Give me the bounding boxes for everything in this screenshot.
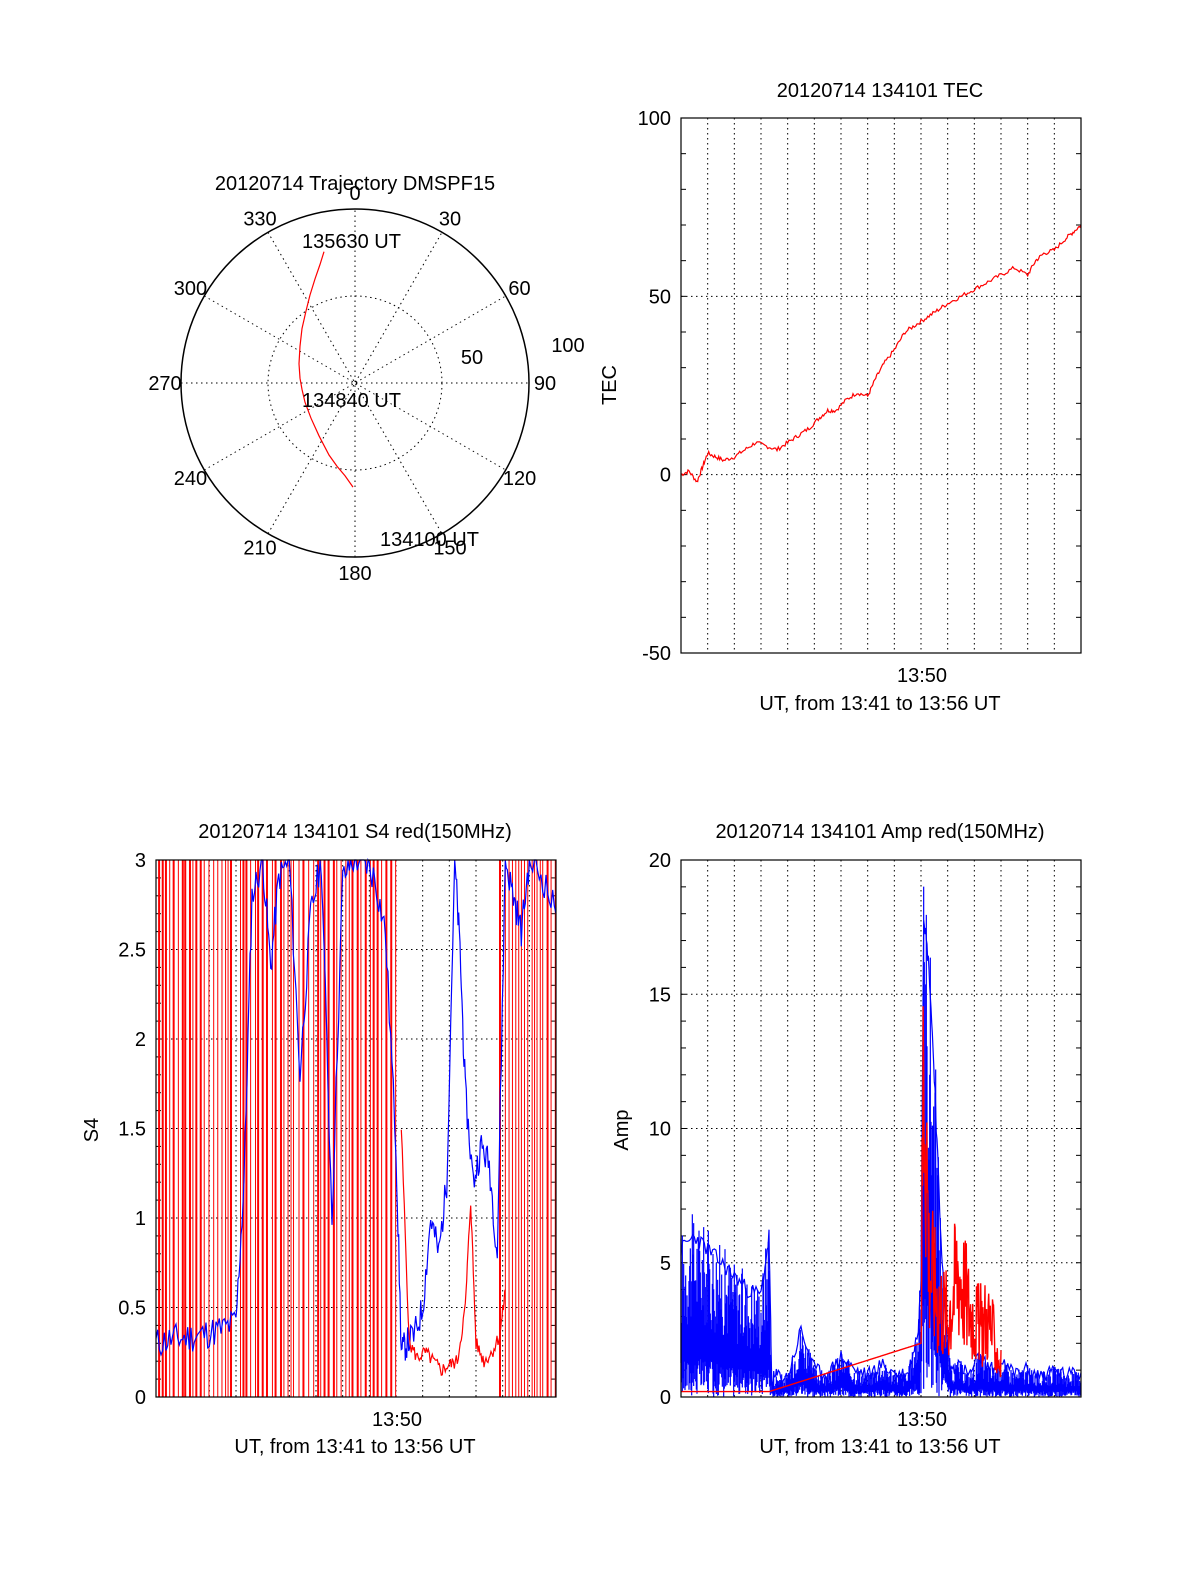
amp-axes-box	[680, 859, 1082, 1398]
polar-spoke-30	[267, 232, 443, 534]
amp-blue-series	[680, 920, 1082, 1389]
s4-axes-box	[155, 859, 557, 1398]
polar-annotation-134100: 134100 UT	[380, 529, 479, 551]
amp-y-tick-labels: 0 5 10 15 20	[649, 850, 671, 1409]
tec-x-axis-label: UT, from 13:41 to 13:56 UT	[759, 693, 1000, 715]
s4-y-axis-label: S4	[81, 1118, 103, 1142]
s4-y-tick-0: 0	[135, 1387, 146, 1409]
tec-x-tick-1350: 13:50	[897, 665, 947, 687]
s4-y-tick-2: 2	[135, 1029, 146, 1051]
polar-angle-label-270: 270	[148, 373, 181, 395]
tec-y-axis-label: TEC	[599, 365, 621, 405]
s4-red-series	[400, 1129, 506, 1377]
amp-y-tick-5: 5	[660, 1253, 671, 1275]
tec-y-tick-labels: -50 0 50 100	[638, 108, 671, 665]
polar-angle-label-300: 300	[174, 278, 207, 300]
amp-x-axis-label: UT, from 13:41 to 13:56 UT	[759, 1436, 1000, 1458]
polar-annotation-134840: 134840 UT	[302, 390, 401, 412]
tec-axes-box	[680, 117, 1082, 654]
s4-y-tick-0.5: 0.5	[118, 1298, 146, 1320]
amp-red-series	[681, 1006, 1002, 1393]
s4-y-tick-3: 3	[135, 850, 146, 872]
polar-spoke-60	[204, 295, 506, 471]
tec-y-tick--50: -50	[642, 643, 671, 665]
amp-grid	[681, 859, 1081, 1398]
amp-y-tick-20: 20	[649, 850, 671, 872]
amp-y-tick-15: 15	[649, 984, 671, 1006]
polar-spokes	[181, 209, 529, 557]
tec-plot: 20120714 134101 TEC -50 0 50 100 13:50 UT, …	[599, 80, 1082, 715]
s4-y-tick-2.5: 2.5	[118, 940, 146, 962]
amp-title: 20120714 134101 Amp red(150MHz)	[715, 821, 1044, 843]
polar-spoke-120	[204, 295, 506, 471]
polar-angle-label-90: 90	[534, 373, 556, 395]
s4-y-tick-labels: 0 0.5 1 1.5 2 2.5 3	[118, 850, 146, 1409]
polar-inner-circle	[267, 295, 443, 471]
polar-radial-tick-50: 50	[461, 347, 483, 369]
polar-annotation-135630: 135630 UT	[302, 231, 401, 253]
polar-angle-label-0: 0	[349, 183, 360, 205]
polar-angle-label-60: 60	[508, 278, 530, 300]
s4-x-axis-label: UT, from 13:41 to 13:56 UT	[234, 1436, 475, 1458]
s4-plot: 20120714 134101 S4 red(150MHz) 0 0.5 1 1.5 2…	[81, 821, 557, 1458]
tec-series-line	[680, 224, 1082, 483]
polar-angle-label-330: 330	[243, 208, 276, 230]
polar-title: 20120714 Trajectory DMSPF15	[215, 173, 495, 195]
s4-x-tick-1350: 13:50	[372, 1409, 422, 1431]
polar-angle-label-150: 150	[433, 538, 466, 560]
polar-angle-label-180: 180	[338, 563, 371, 585]
polar-angle-label-120: 120	[503, 468, 536, 490]
amp-blue-noise	[680, 886, 1081, 1397]
s4-title: 20120714 134101 S4 red(150MHz)	[198, 821, 512, 843]
polar-trajectory-plot: 20120714 Trajectory DMSPF15 0 30 60 90 120 15…	[148, 173, 584, 585]
polar-angle-label-240: 240	[174, 468, 207, 490]
amp-y-tick-10: 10	[649, 1119, 671, 1141]
s4-blue-series	[155, 857, 557, 1361]
s4-y-tick-1.5: 1.5	[118, 1119, 146, 1141]
tec-title: 20120714 134101 TEC	[777, 80, 983, 102]
s4-red-spikes	[155, 860, 556, 1397]
amp-y-axis-label: Amp	[611, 1109, 633, 1150]
tec-grid	[681, 117, 1081, 654]
polar-radial-tick-100: 100	[551, 335, 584, 357]
amp-x-tick-1350: 13:50	[897, 1409, 947, 1431]
s4-y-tick-1: 1	[135, 1208, 146, 1230]
polar-spoke-150	[267, 232, 443, 534]
polar-angle-label-210: 210	[243, 538, 276, 560]
amp-y-tick-0: 0	[660, 1387, 671, 1409]
s4-grid	[156, 859, 556, 1398]
amp-plot: 20120714 134101 Amp red(150MHz) 0 5 10 15 20…	[611, 821, 1082, 1458]
polar-angle-label-30: 30	[439, 208, 461, 230]
tec-y-tick-100: 100	[638, 108, 671, 130]
polar-trajectory-line	[298, 251, 354, 488]
tec-y-tick-0: 0	[660, 465, 671, 487]
polar-angle-labels: 0 30 60 90 120 150 180 210 240 270 300 330	[148, 183, 556, 585]
tec-y-tick-50: 50	[649, 286, 671, 308]
